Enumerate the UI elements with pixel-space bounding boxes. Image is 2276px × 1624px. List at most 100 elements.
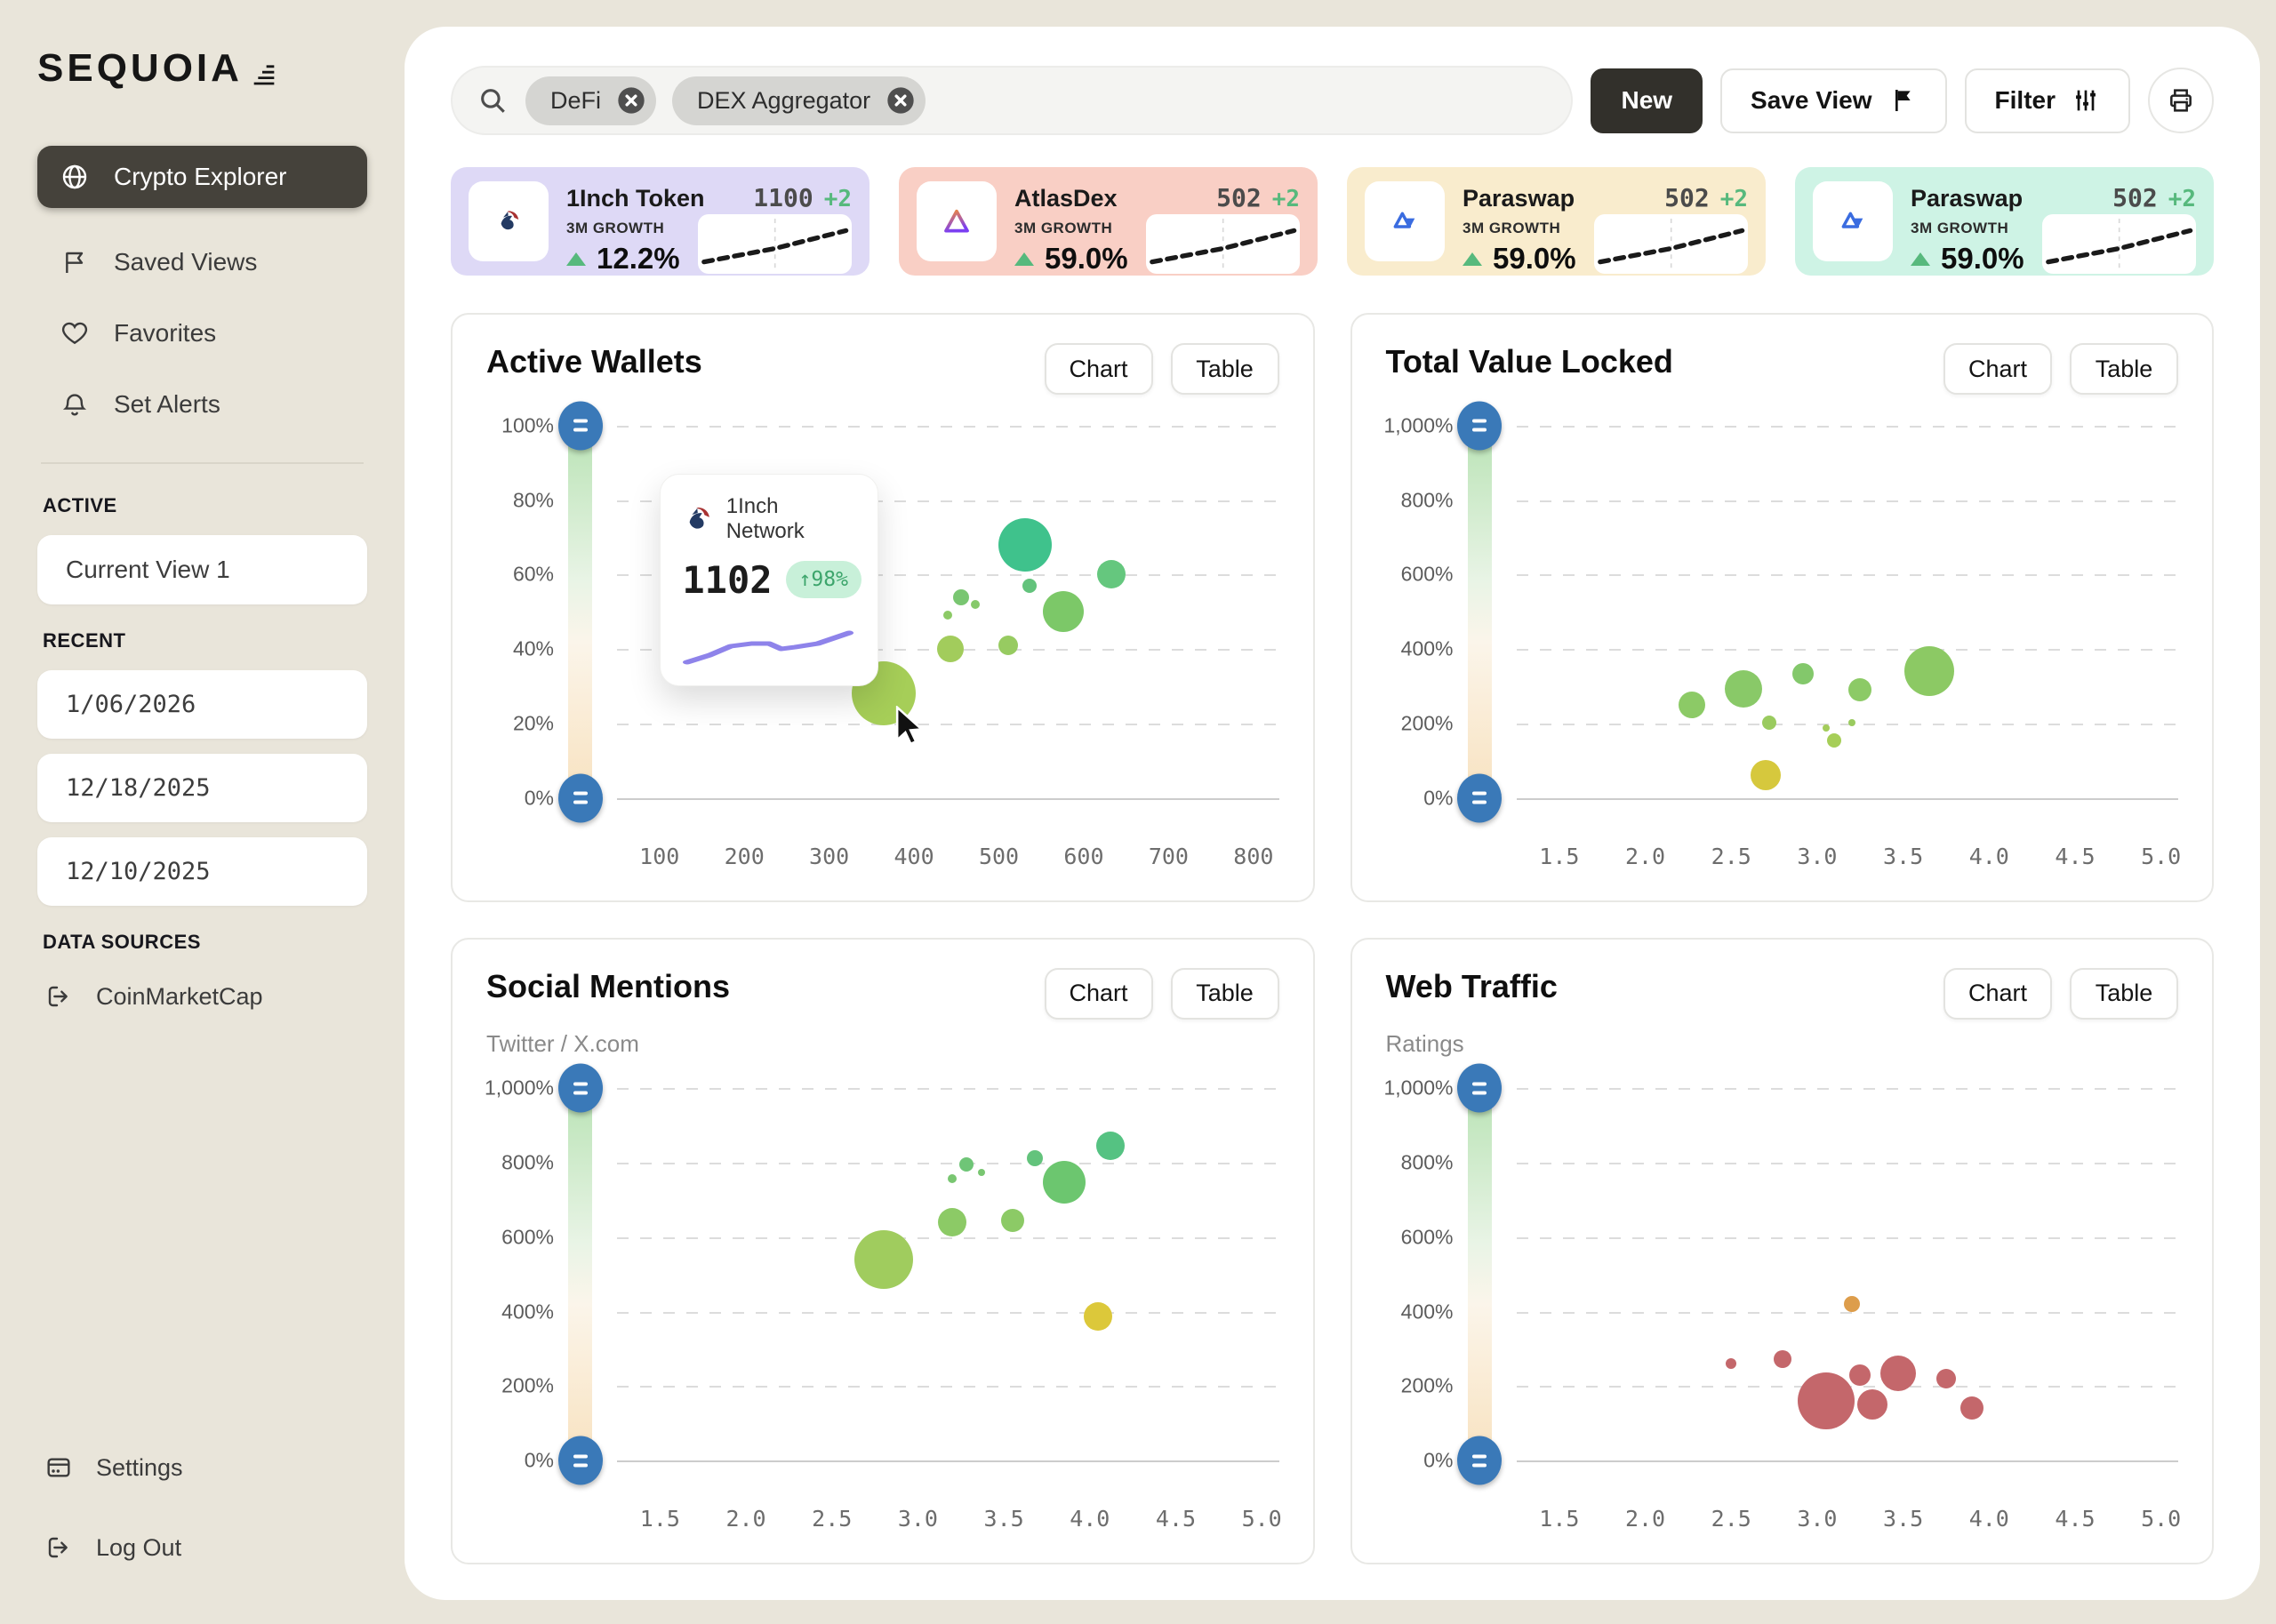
slider-handle-bottom[interactable] [1457,773,1502,823]
table-view-button[interactable]: Table [1170,967,1279,1020]
bubble[interactable] [1026,1150,1043,1167]
sidebar-chip-12-10-2025[interactable]: 12/10/2025 [37,837,367,906]
bubble[interactable] [1022,578,1037,593]
sidebar-item-favorites[interactable]: Favorites [37,302,367,364]
slider-handle-bottom[interactable] [557,773,603,823]
table-view-button[interactable]: Table [2070,967,2178,1020]
sidebar-chip-1-06-2026[interactable]: 1/06/2026 [37,670,367,739]
bubble[interactable] [1879,1355,1916,1391]
x-tick-label: 2.0 [1624,843,1666,869]
bubble[interactable] [998,636,1019,655]
bubble[interactable] [1792,663,1815,685]
new-button[interactable]: New [1591,68,1703,133]
search-icon [481,89,505,113]
bubble[interactable] [1903,646,1954,697]
y-tick-label: 600% [1400,562,1454,586]
token-logo [1813,181,1893,261]
token-name: 1Inch Token [566,185,705,212]
bubble[interactable] [1761,715,1776,730]
bubble[interactable] [1724,670,1762,708]
bubble[interactable] [1797,1372,1855,1430]
print-button[interactable] [2148,68,2214,133]
bubble[interactable] [1774,1350,1792,1369]
stat-card-paraswap-2[interactable]: Paraswap 502 +2 3M GROWTH 59.0% [1347,167,1766,276]
search-chips: DeFi DEX Aggregator [525,76,926,125]
gridline [1516,574,2178,577]
chart-view-button[interactable]: Chart [1943,967,2052,1020]
bubble[interactable] [1042,1160,1086,1204]
x-tick-label: 4.0 [1968,1506,2009,1532]
x-axis-labels: 100 200 300 400 500 600 700 800 [617,828,1279,879]
bubble[interactable] [1726,1358,1737,1370]
x-tick-label: 3.0 [1797,1506,1838,1532]
bubble[interactable] [1043,591,1085,633]
bubble[interactable] [1959,1396,1983,1420]
range-slider [557,1063,603,1490]
sidebar-item-log-out[interactable]: Log Out [37,1523,367,1572]
bubble[interactable] [938,1208,967,1237]
chip-close-icon[interactable] [617,86,645,115]
sidebar-item-settings[interactable]: Settings [37,1443,367,1492]
bubble[interactable] [1822,724,1830,732]
stat-card-paraswap-3[interactable]: Paraswap 502 +2 3M GROWTH 59.0% [1795,167,2214,276]
token-logo [1365,181,1445,261]
panel-view-buttons: Chart Table [1044,967,1279,1020]
slider-handle-top[interactable] [1457,401,1502,451]
sidebar-chip-12-18-2025[interactable]: 12/18/2025 [37,754,367,822]
table-view-button[interactable]: Table [1170,343,1279,395]
chart-view-button[interactable]: Chart [1044,967,1153,1020]
tooltip-sparkline [682,618,856,668]
chart-view-button[interactable]: Chart [1044,343,1153,395]
token-value: 502 [2112,183,2158,212]
bubble[interactable] [1095,1132,1125,1161]
chip-close-icon[interactable] [886,86,915,115]
bubble[interactable] [1000,1209,1024,1233]
bubble[interactable] [937,636,965,663]
table-view-button[interactable]: Table [2070,343,2178,395]
bubble[interactable] [1849,1364,1871,1386]
sidebar-chip-current-view-1[interactable]: Current View 1 [37,535,367,604]
slider-handle-top[interactable] [557,1063,603,1113]
gridline [617,1236,1279,1239]
save-view-button[interactable]: Save View [1720,68,1947,133]
bubble[interactable] [1678,692,1705,719]
stat-card-1inch-token-0[interactable]: 1Inch Token 1100 +2 3M GROWTH 12.2% [451,167,870,276]
slider-handle-top[interactable] [557,401,603,451]
slider-handle-bottom[interactable] [1457,1436,1502,1485]
x-tick-label: 300 [809,843,850,869]
bubble[interactable] [1827,732,1842,748]
bubble[interactable] [1847,718,1855,726]
bubble[interactable] [1097,560,1126,589]
sidebar-item-saved-views[interactable]: Saved Views [37,231,367,293]
slider-track [568,1088,592,1461]
bubble[interactable] [977,1168,985,1176]
sidebar-item-set-alerts[interactable]: Set Alerts [37,373,367,436]
x-tick-label: 800 [1233,843,1274,869]
bubble[interactable] [952,588,969,605]
filter-button[interactable]: Filter [1964,68,2130,133]
stat-card-atlasdex-1[interactable]: AtlasDex 502 +2 3M GROWTH 59.0% [899,167,1318,276]
bubble[interactable] [943,611,953,620]
token-delta: +2 [823,186,852,212]
bubble[interactable] [958,1157,974,1172]
sidebar-item-crypto-explorer[interactable]: Crypto Explorer [37,146,367,208]
slider-handle-top[interactable] [1457,1063,1502,1113]
sidebar-footer-label: Log Out [96,1533,182,1561]
main-card: DeFi DEX Aggregator New Save View Filter … [405,27,2260,1600]
paraswap-logo-icon [1390,207,1419,236]
bubble[interactable] [854,1230,913,1290]
bubble[interactable] [1848,678,1872,702]
bubble[interactable] [1084,1301,1113,1331]
search-input[interactable]: DeFi DEX Aggregator [451,66,1574,135]
bubble[interactable] [1750,759,1781,790]
bubble[interactable] [1856,1389,1887,1420]
gridline [1516,1163,2178,1165]
chart-view-button[interactable]: Chart [1943,343,2052,395]
slider-handle-bottom[interactable] [557,1436,603,1485]
bubble[interactable] [1935,1369,1956,1389]
bubble[interactable] [1843,1296,1860,1313]
bubble[interactable] [970,599,980,609]
sidebar-link-coinmarketcap[interactable]: CoinMarketCap [37,972,367,1021]
bubble[interactable] [998,517,1053,572]
bubble[interactable] [948,1174,958,1184]
